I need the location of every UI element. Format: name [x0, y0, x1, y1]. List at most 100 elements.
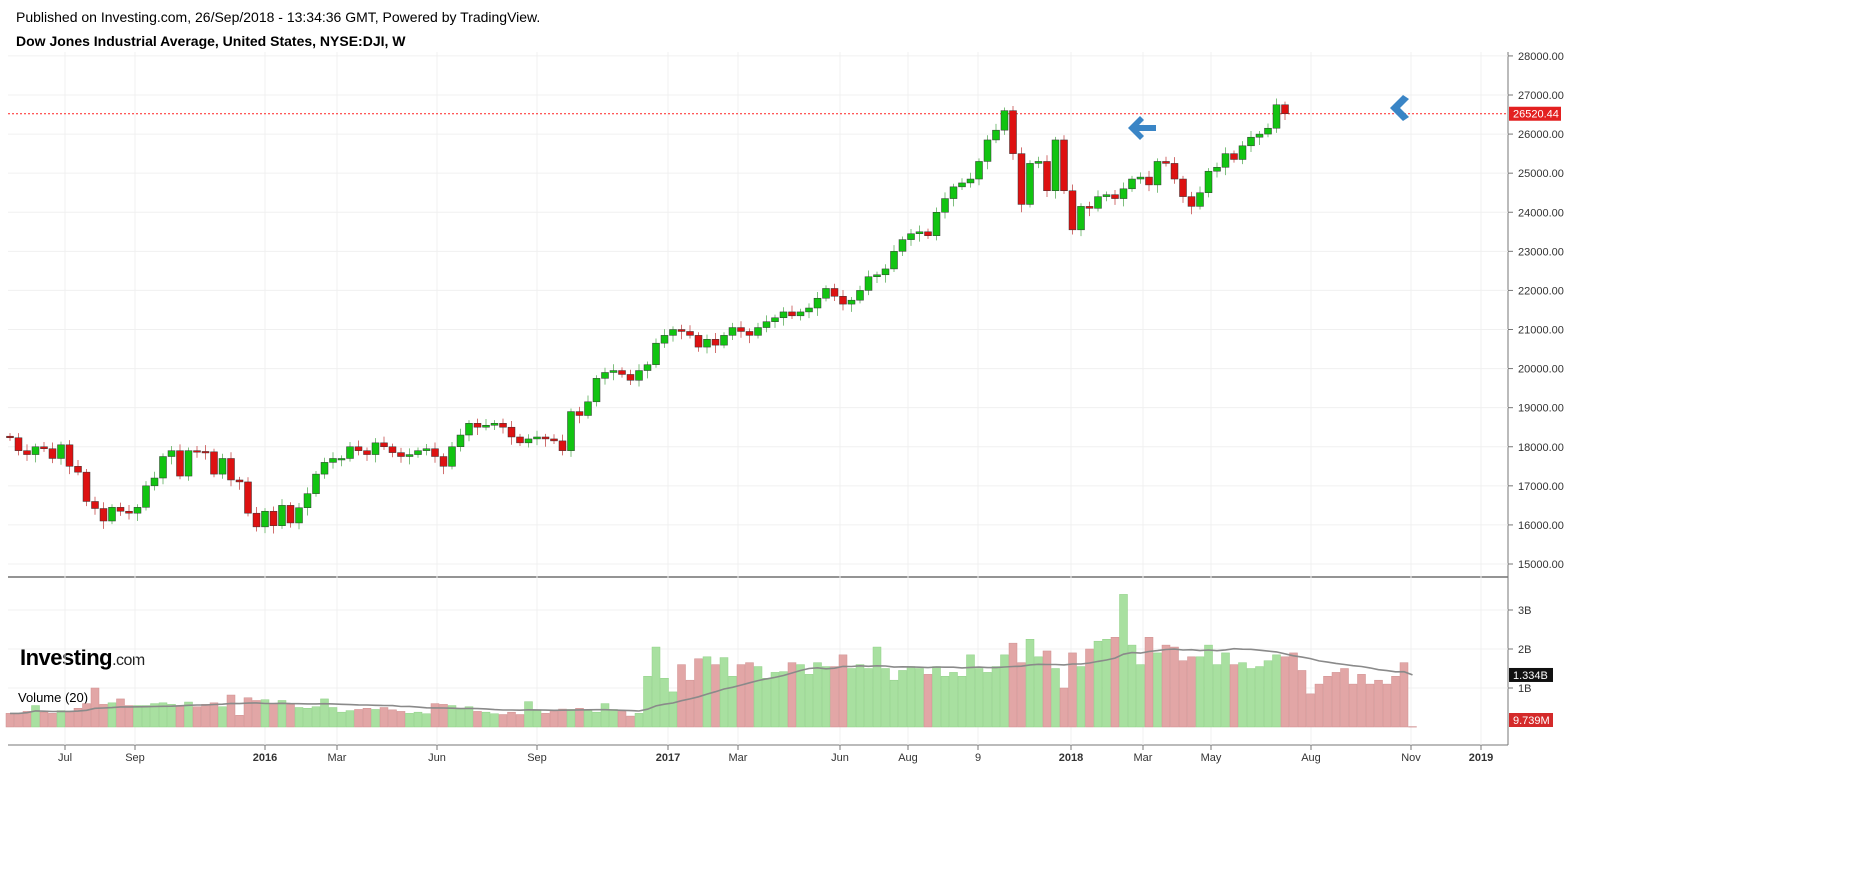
candle-body: [1111, 194, 1119, 199]
time-tick-label: Jun: [428, 752, 446, 764]
candle-body: [1281, 104, 1289, 115]
candle-body: [1094, 196, 1102, 209]
candle-body: [1221, 153, 1230, 168]
volume-bar: [864, 668, 873, 728]
volume-bar: [1136, 664, 1145, 728]
volume-bar: [56, 710, 66, 728]
candle-body: [227, 458, 235, 481]
volume-bar: [906, 666, 916, 728]
volume-bar: [1306, 693, 1315, 728]
volume-bar: [413, 711, 423, 728]
volume-bar: [1085, 648, 1094, 728]
candle-body: [728, 327, 737, 336]
candle-body: [1034, 161, 1043, 164]
volume-bar: [626, 715, 635, 728]
volume-bar: [1144, 637, 1154, 728]
volume-bar: [787, 662, 797, 728]
candle-body: [1043, 161, 1051, 192]
volume-bar: [1408, 726, 1417, 728]
candle-body: [1102, 194, 1111, 197]
volume-bar: [796, 664, 805, 728]
chevron-head: [1390, 95, 1409, 121]
candle-body: [643, 364, 652, 371]
candle-body: [788, 311, 796, 317]
candle-body: [762, 321, 771, 328]
volume-bar: [541, 713, 550, 728]
candle-body: [184, 450, 193, 477]
candle-body: [660, 335, 669, 344]
candle-body: [473, 423, 482, 428]
time-tick-label: Mar: [328, 752, 347, 764]
candle-body: [711, 339, 720, 346]
volume-bar: [804, 674, 814, 728]
volume-bar: [490, 713, 499, 728]
candle-body: [1272, 104, 1281, 129]
volume-bar: [243, 697, 253, 728]
published-line: Published on Investing.com, 26/Sep/2018 …: [16, 9, 541, 25]
candle-body: [1213, 167, 1221, 172]
candle-body: [516, 436, 524, 444]
candle-body: [1060, 139, 1068, 192]
volume-bar: [1348, 683, 1358, 728]
candle-body: [1077, 206, 1085, 231]
candle-body: [354, 446, 363, 451]
candle-body: [847, 299, 856, 305]
volume-bar: [1034, 656, 1043, 728]
last-price-tag-label: 26520.44: [1513, 109, 1559, 121]
volume-bar: [388, 709, 397, 728]
volume-bar: [235, 715, 244, 728]
volume-bar: [779, 671, 788, 728]
candle-body: [805, 307, 813, 313]
arrow-annotation-latest: [1390, 95, 1409, 121]
candle-body: [448, 446, 456, 467]
time-tick-label: 2016: [253, 752, 277, 764]
candle-body: [82, 471, 91, 502]
candle-body: [507, 426, 516, 438]
candle-body: [439, 456, 448, 467]
volume-bar: [736, 664, 746, 728]
arrow-annotation-2018-high: [1128, 116, 1156, 140]
volume-bar: [668, 691, 678, 728]
volume-bar: [22, 711, 32, 728]
candle-body: [839, 296, 847, 305]
volume-bar: [1178, 660, 1188, 728]
volume-bar: [82, 703, 91, 728]
volume-bar: [1255, 666, 1264, 728]
volume-bar: [5, 713, 15, 728]
price-tick-label: 23000.00: [1518, 246, 1564, 258]
candle-body: [932, 212, 941, 236]
volume-bar: [1323, 676, 1332, 728]
price-tick-label: 17000.00: [1518, 481, 1564, 493]
price-tick-label: 27000.00: [1518, 90, 1564, 102]
candle-body: [592, 378, 601, 403]
candle-body: [235, 479, 244, 483]
candle-body: [1187, 196, 1196, 207]
candle-body: [167, 450, 176, 457]
volume-bar: [685, 679, 695, 728]
price-tick-label: 18000.00: [1518, 442, 1564, 454]
volume-bar: [1314, 683, 1324, 728]
volume-bar: [252, 700, 261, 728]
candle-body: [303, 493, 312, 508]
volume-bar: [1340, 668, 1349, 728]
candle-body: [1000, 110, 1009, 131]
volume-bar: [549, 711, 559, 728]
volume-bar: [260, 699, 270, 728]
volume-bar: [124, 705, 134, 728]
volume-tick-label: 3B: [1518, 605, 1531, 617]
candle-body: [822, 288, 830, 299]
candle-body: [915, 231, 924, 234]
volume-bar: [592, 711, 601, 728]
time-tick-label: Mar: [1134, 752, 1153, 764]
candle-body: [431, 448, 439, 457]
candle-body: [142, 485, 150, 508]
candle-body: [405, 454, 414, 457]
last-volume-tag-label: 9.739M: [1513, 715, 1550, 727]
price-tick-label: 19000.00: [1518, 403, 1564, 415]
volume-bar: [617, 711, 627, 728]
candle-body: [74, 466, 82, 473]
candle-body: [745, 331, 754, 336]
candle-body: [1119, 188, 1128, 199]
volume-bar: [1000, 654, 1009, 728]
